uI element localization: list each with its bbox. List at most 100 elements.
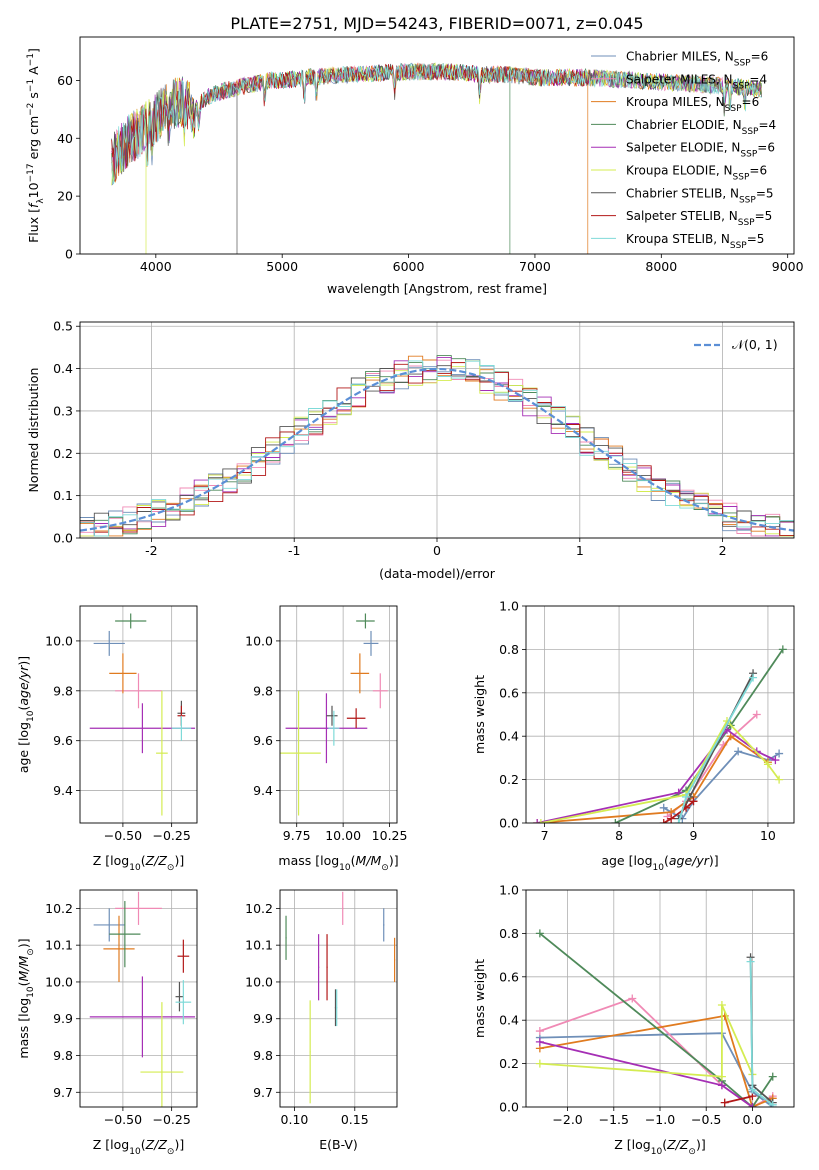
y-tick-label: 0.4 xyxy=(499,729,519,744)
weight-marker-elodie_salpeter xyxy=(533,819,542,823)
y-tick-label: 0.8 xyxy=(499,642,519,657)
y-tick-label: 60 xyxy=(57,73,73,88)
y-tick-label: 0.8 xyxy=(499,926,519,941)
y-axis-label: Flux [fλ10−17 erg cm−2 s−1 A−1] xyxy=(26,48,46,243)
weight-marker-miles_salpeter xyxy=(535,1027,544,1036)
y-tick-label: 0.0 xyxy=(499,1100,519,1115)
legend-label-elodie_chabrier: Chabrier ELODIE, NSSP=4 xyxy=(626,118,776,137)
weight-marker-elodie_salpeter xyxy=(717,1081,726,1090)
x-tick-label: 9 xyxy=(690,828,698,843)
y-tick-label: 0.6 xyxy=(499,969,519,984)
legend-label-stelib_chabrier: Chabrier STELIB, NSSP=5 xyxy=(626,186,774,205)
weight-marker-elodie_kroupa xyxy=(775,775,784,784)
x-axis-label: age [log10(age/yr)] xyxy=(601,853,718,873)
weight-marker-stelib_kroupa xyxy=(682,792,691,801)
plot-area xyxy=(285,891,396,1104)
weight-marker-elodie_chabrier xyxy=(768,1072,777,1081)
x-axis-label: E(B-V) xyxy=(319,1137,358,1152)
weight-marker-miles_salpeter xyxy=(752,710,761,719)
y-tick-label: 10.2 xyxy=(245,901,273,916)
y-tick-label: 10.0 xyxy=(245,633,273,648)
spectrum-line-stelib_kroupa xyxy=(111,62,762,185)
y-tick-label: 9.8 xyxy=(53,683,73,698)
x-tick-label: 8 xyxy=(615,828,623,843)
weight-marker-miles_chabrier xyxy=(775,749,784,758)
x-tick-label: 6000 xyxy=(393,259,425,274)
weight-marker-elodie_salpeter xyxy=(771,756,780,765)
y-tick-label: 20 xyxy=(57,189,73,204)
x-tick-label: 8000 xyxy=(645,259,677,274)
x-tick-label: −0.50 xyxy=(104,828,142,843)
spectrum-axes: 4000 5000 6000 7000 8000 9000 0 20 40 60 wavelengt… xyxy=(26,36,804,296)
x-axis-label: Z [log10(Z/Z⊙)] xyxy=(93,853,184,873)
weight-marker-stelib_salpeter xyxy=(659,819,668,823)
weight-vs-age-axes: 7 8 9 10 0.0 0.2 0.4 0.6 0.8 1.0 age [log10(age/yr… xyxy=(472,599,795,873)
weight-marker-stelib_kroupa xyxy=(768,1100,777,1107)
histogram-stelib_chabrier xyxy=(80,365,794,530)
weight-marker-elodie_salpeter xyxy=(674,788,683,797)
weight-marker-elodie_chabrier xyxy=(778,645,787,654)
plot-area xyxy=(89,613,196,816)
weight-marker-elodie_salpeter xyxy=(748,1103,757,1107)
weight-marker-stelib_salpeter xyxy=(689,797,698,806)
weight-line-elodie_kroupa xyxy=(539,1004,754,1078)
y-tick-label: 10.0 xyxy=(45,974,73,989)
y-tick-label: 0.4 xyxy=(499,1013,519,1028)
y-tick-label: 0 xyxy=(65,247,73,262)
x-tick-label: 0 xyxy=(433,543,441,558)
weight-marker-stelib_kroupa xyxy=(748,1085,757,1094)
weight-line-miles_salpeter xyxy=(539,997,774,1107)
y-tick-label: 0.3 xyxy=(53,403,73,418)
x-tick-label: 0.0 xyxy=(742,1112,762,1127)
y-axis-label: mass [log10(M/M⊙)] xyxy=(16,938,36,1058)
y-tick-label: 9.8 xyxy=(253,683,273,698)
weight-line-stelib_salpeter xyxy=(724,1095,753,1104)
y-tick-label: 0.6 xyxy=(499,685,519,700)
weight-marker-miles_chabrier xyxy=(734,747,743,756)
x-tick-label: 9.75 xyxy=(283,828,311,843)
legend-label-gaussian: 𝒩(0, 1) xyxy=(732,337,778,352)
plot-area xyxy=(111,62,762,254)
weight-line-elodie_salpeter xyxy=(537,728,776,823)
legend-label-stelib_kroupa: Kroupa STELIB, NSSP=5 xyxy=(626,232,764,251)
x-tick-label: -1 xyxy=(288,543,300,558)
legend-label-miles_salpeter: Salpeter MILES, NSSP=4 xyxy=(626,72,767,91)
weight-marker-elodie_salpeter xyxy=(535,1037,544,1046)
x-tick-label: −2.0 xyxy=(552,1112,582,1127)
weight-marker-stelib_kroupa xyxy=(674,819,683,823)
plot-area xyxy=(280,613,388,816)
weight-line-stelib_kroupa xyxy=(749,961,774,1106)
weight-marker-stelib_kroupa xyxy=(746,957,755,966)
x-tick-label: 4000 xyxy=(140,259,172,274)
legend-label-miles_chabrier: Chabrier MILES, NSSP=6 xyxy=(626,50,768,69)
y-tick-label: 0.5 xyxy=(53,319,73,334)
gaussian-curve xyxy=(80,367,794,532)
weight-marker-elodie_chabrier xyxy=(611,819,620,823)
weight-line-miles_chabrier xyxy=(539,1032,774,1107)
weight-marker-elodie_kroupa xyxy=(717,1001,726,1010)
x-tick-label: −0.5 xyxy=(691,1112,721,1127)
x-tick-label: 10.00 xyxy=(325,828,361,843)
x-tick-label: −0.25 xyxy=(152,1112,190,1127)
y-tick-label: 9.4 xyxy=(253,783,273,798)
weight-marker-stelib_salpeter xyxy=(720,1098,729,1107)
y-tick-label: 9.7 xyxy=(253,1085,273,1100)
x-tick-label: −1.5 xyxy=(599,1112,629,1127)
y-tick-label: 0.2 xyxy=(499,1056,519,1071)
plots-layer: 4000 5000 6000 7000 8000 90000204060wavelengt… xyxy=(16,36,804,1157)
x-tick-label: 7000 xyxy=(519,259,551,274)
y-tick-label: 1.0 xyxy=(499,883,519,898)
weight-vs-Z-axes: −2.0 −1.5 −1.0 −0.5 0.0 0.0 0.2 0.4 0.6 0.8 1.0 Z [… xyxy=(472,883,795,1157)
axes-frame xyxy=(279,889,398,1108)
y-tick-label: 1.0 xyxy=(499,599,519,614)
x-tick-label: 10.25 xyxy=(372,828,408,843)
y-tick-label: 0.0 xyxy=(499,816,519,831)
x-tick-label: -2 xyxy=(145,543,157,558)
plot-area xyxy=(89,891,196,1107)
weight-marker-elodie_kroupa xyxy=(536,819,545,823)
x-tick-label: 7 xyxy=(541,828,549,843)
x-tick-label: 2 xyxy=(719,543,727,558)
y-tick-label: 10.0 xyxy=(245,974,273,989)
mass-vs-EBV-axes: 0.10 0.15 9.7 9.8 9.9 10.0 10.1 10.2 E(B-V) xyxy=(245,889,398,1152)
